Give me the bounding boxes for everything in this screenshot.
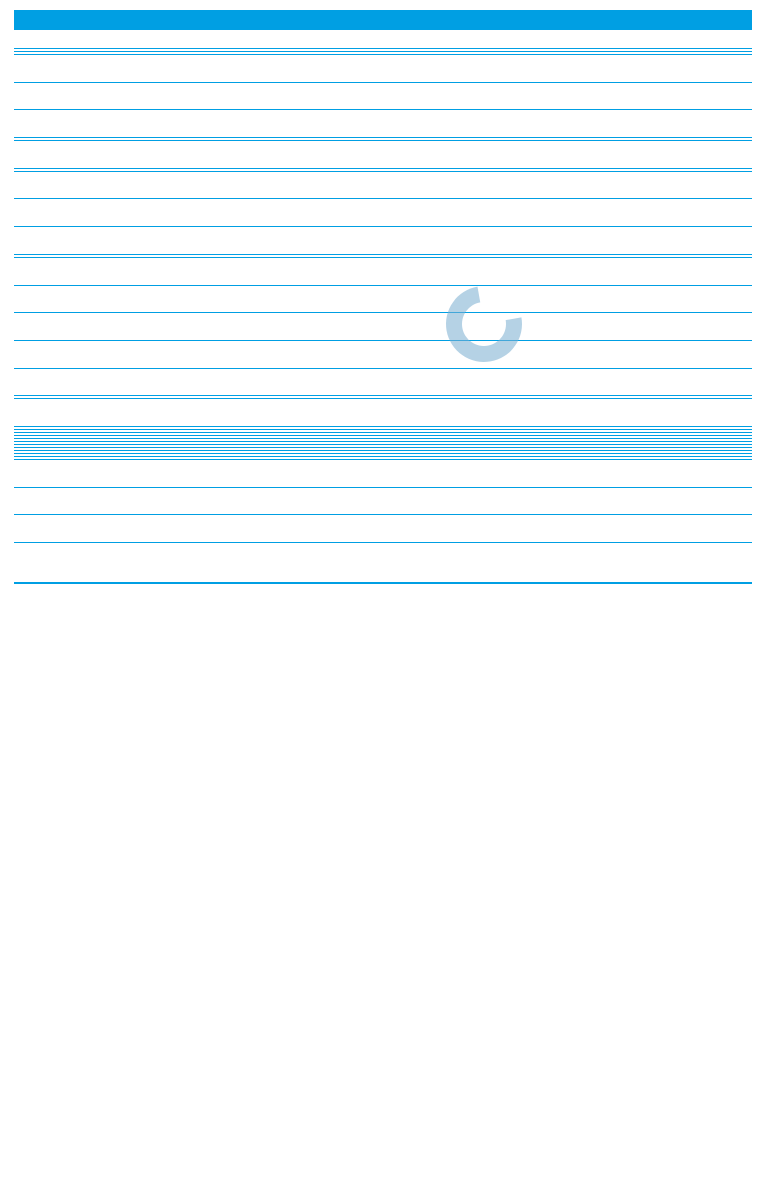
- sigout-2: [14, 313, 752, 341]
- cr-13: [14, 543, 752, 570]
- mount-ta: [14, 55, 752, 83]
- code-table: [14, 46, 752, 610]
- sigin-2: [14, 227, 752, 255]
- sigout-1: [14, 286, 752, 314]
- cr-11: [14, 488, 752, 516]
- cr-12: [14, 515, 752, 543]
- sigout-4: [14, 341, 752, 369]
- sigout-0: [14, 258, 752, 286]
- sigin-0: [14, 172, 752, 200]
- ordering-example: [14, 582, 752, 610]
- sigin-1: [14, 199, 752, 227]
- voltage-row: [14, 399, 752, 427]
- sigout-7: [14, 369, 752, 397]
- cr-10: [14, 460, 752, 488]
- section-header: [14, 10, 752, 30]
- mount-td: [14, 110, 752, 138]
- version-1: [14, 141, 752, 169]
- mount-tb: [14, 83, 752, 111]
